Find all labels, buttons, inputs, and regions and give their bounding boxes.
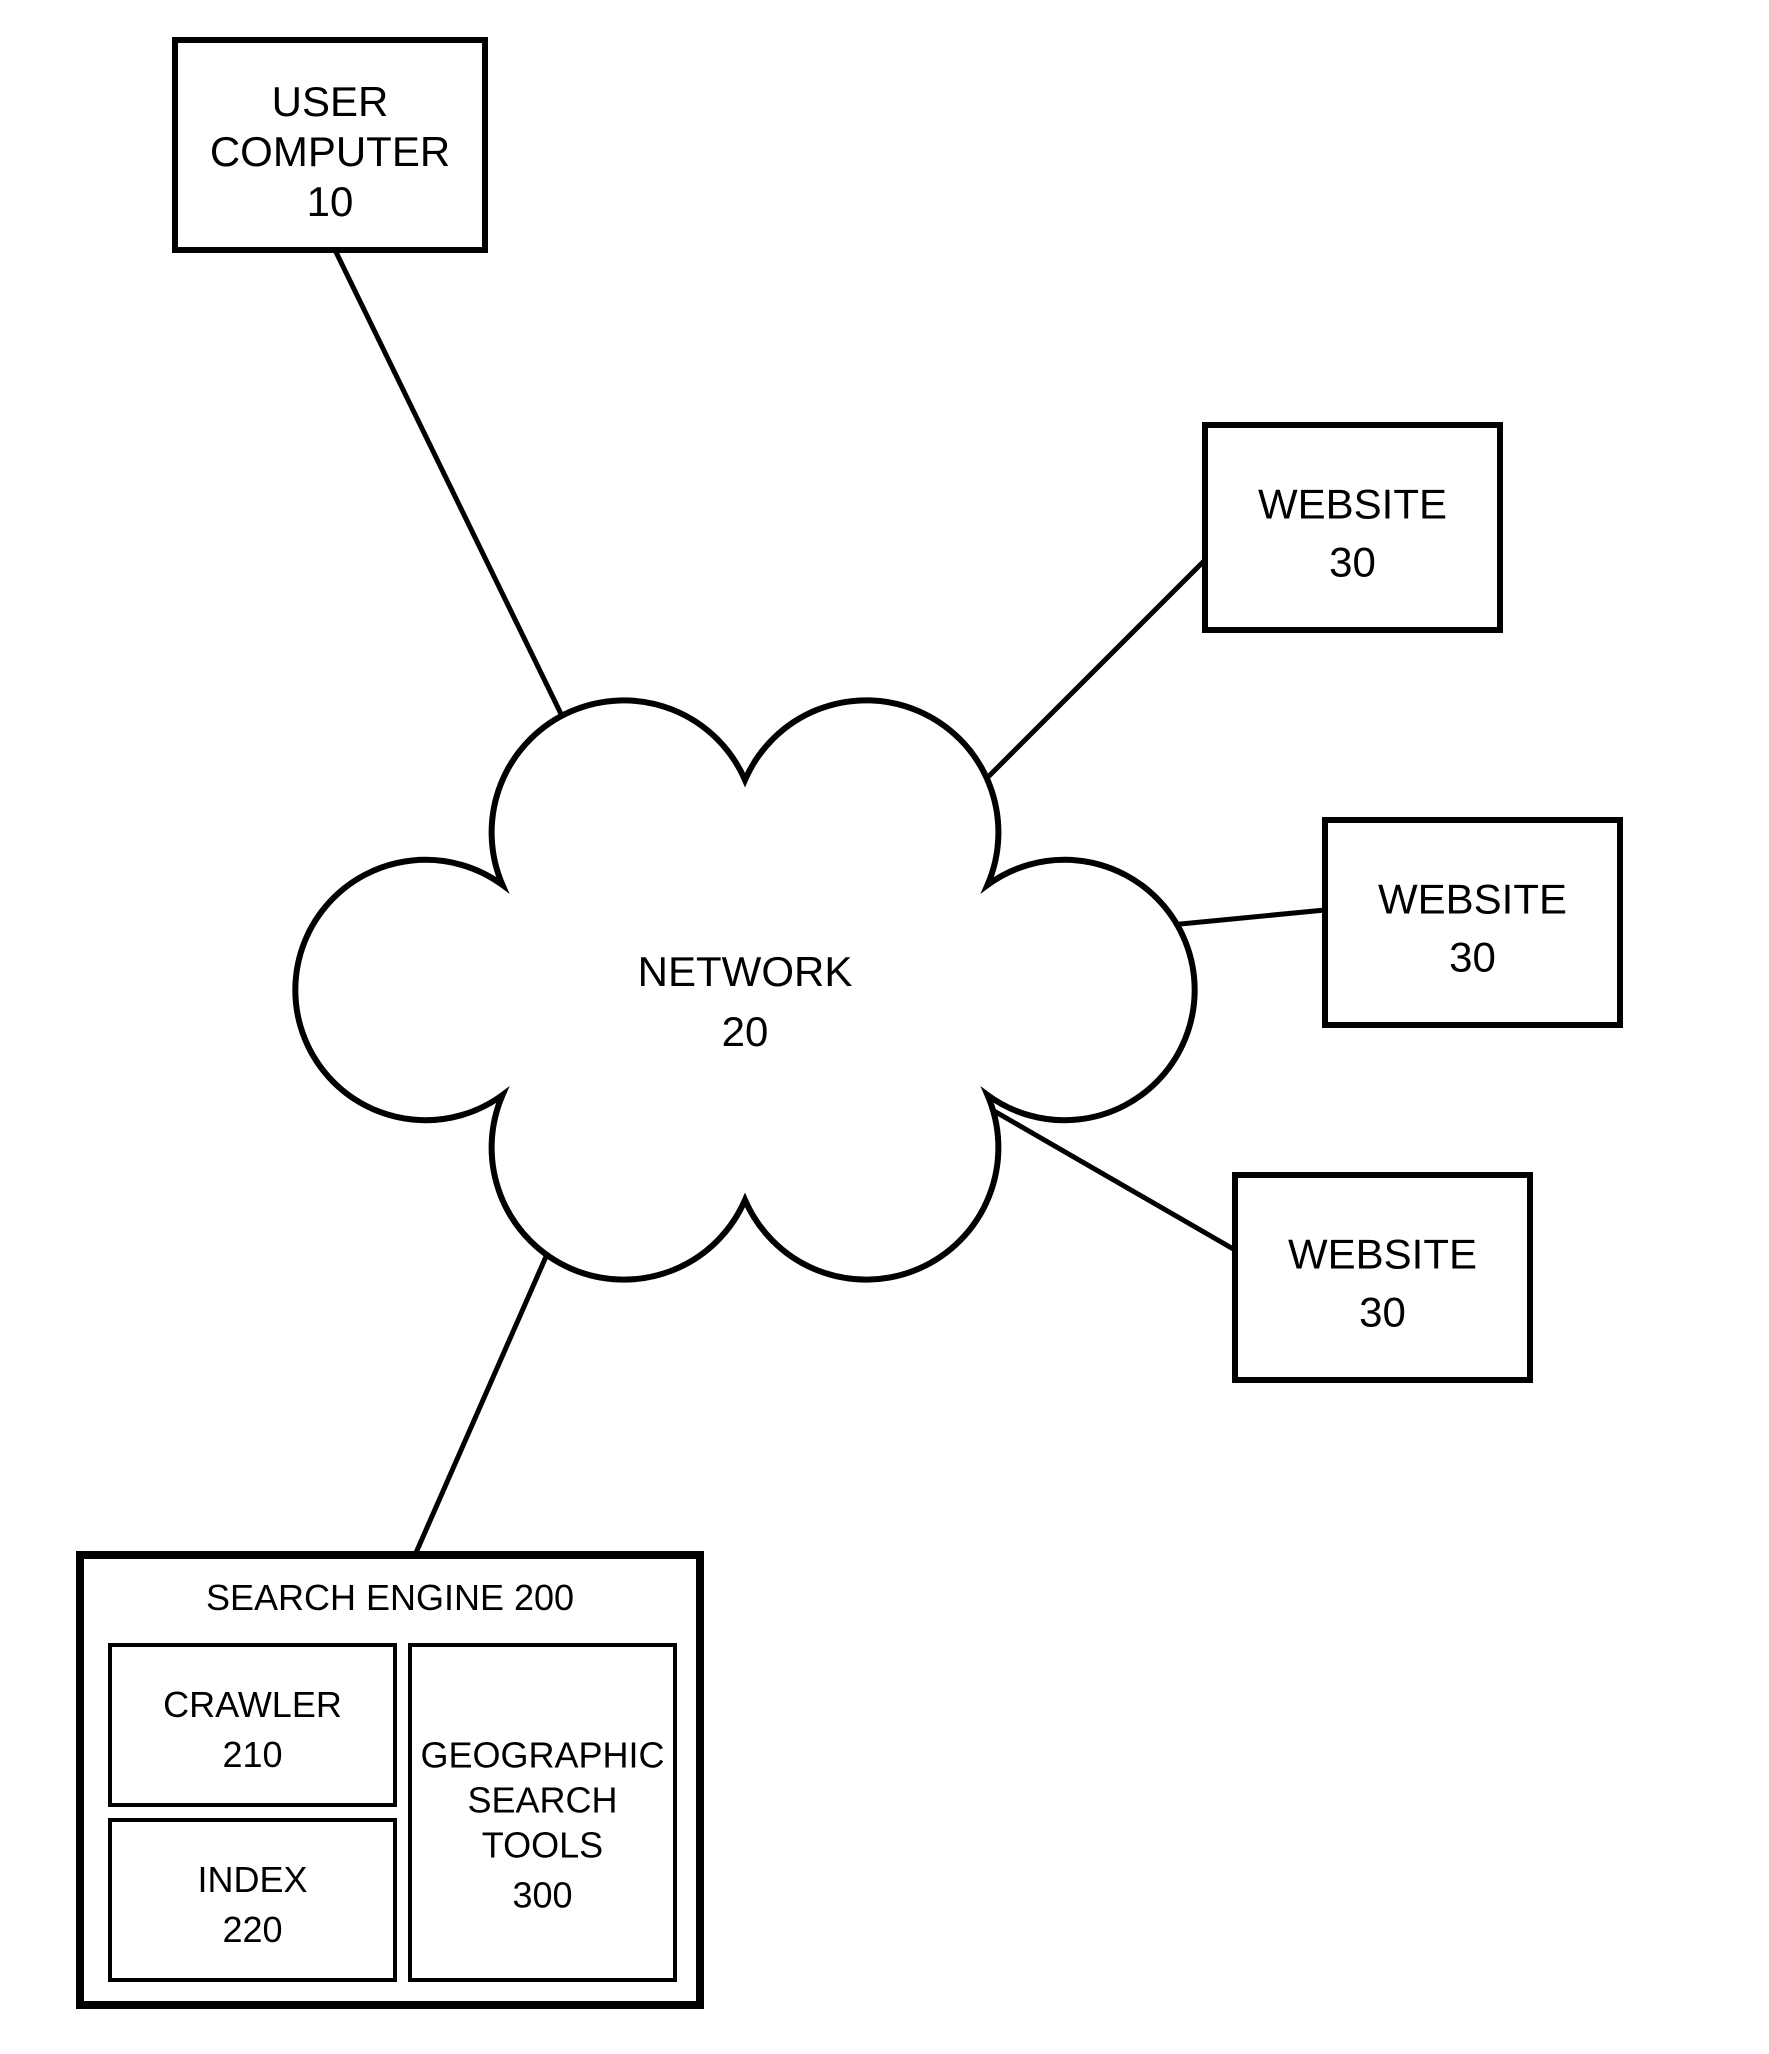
network-diagram: USERCOMPUTER10NETWORK20WEBSITE30WEBSITE3…: [0, 0, 1769, 2054]
node-geo-tools: GEOGRAPHICSEARCHTOOLS300: [410, 1645, 675, 1980]
node-website-3: WEBSITE30: [1235, 1175, 1530, 1380]
node-user-computer: USERCOMPUTER10: [175, 40, 485, 250]
node-website-2: WEBSITE30: [1325, 820, 1620, 1025]
node-website-1: WEBSITE30: [1205, 425, 1500, 630]
edge-3: [975, 1100, 1235, 1250]
svg-text:SEARCH ENGINE 200: SEARCH ENGINE 200: [206, 1577, 574, 1618]
node-crawler: CRAWLER210: [110, 1645, 395, 1805]
node-network: NETWORK20: [295, 700, 1194, 1279]
node-index: INDEX220: [110, 1820, 395, 1980]
